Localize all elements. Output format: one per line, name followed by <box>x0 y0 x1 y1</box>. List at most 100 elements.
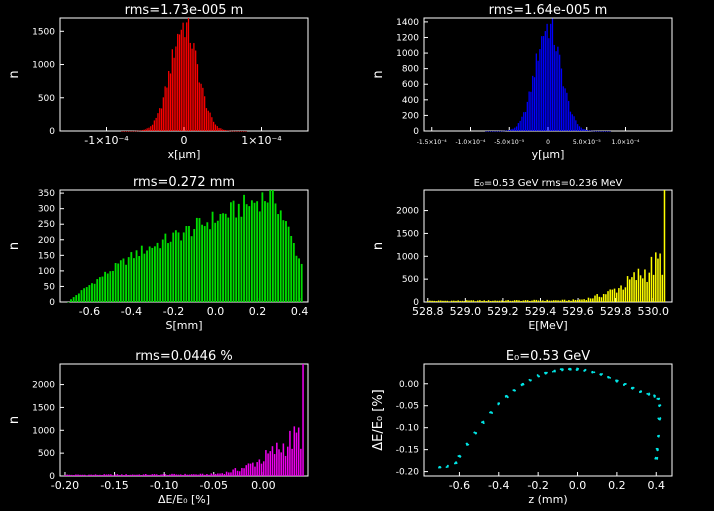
histogram-bar <box>544 31 546 131</box>
scatter-point <box>445 466 448 469</box>
scatter-point <box>473 431 476 434</box>
histogram-bar <box>250 200 253 302</box>
histogram-bar <box>182 232 185 302</box>
histogram-bar <box>214 124 217 131</box>
y-tick-label: 1000 <box>396 252 419 262</box>
histogram-bar <box>548 38 550 131</box>
histogram-bar <box>213 121 215 131</box>
histogram-bar <box>297 427 300 476</box>
histogram-bar <box>64 475 66 476</box>
x-tick-label: 0.00 <box>251 479 276 492</box>
histogram-bar <box>162 97 164 131</box>
histogram-bar <box>211 211 214 302</box>
histogram-bar <box>659 253 661 302</box>
scatter-point <box>536 374 539 377</box>
histogram-bar <box>580 127 582 131</box>
histogram-bar <box>586 130 588 131</box>
histogram-bar <box>148 246 151 302</box>
histogram-bar <box>650 256 653 302</box>
histogram-bar <box>232 130 235 132</box>
histogram-bar <box>161 239 164 302</box>
histogram-bar <box>110 474 112 476</box>
histogram-bar <box>490 130 493 132</box>
histogram-bar <box>600 297 603 302</box>
histogram-bar <box>99 474 101 476</box>
histogram-bar <box>230 472 232 476</box>
histogram-bar <box>472 300 475 302</box>
scatter-point <box>583 370 586 372</box>
histogram-bar <box>457 300 459 302</box>
histogram-bar <box>157 113 159 131</box>
chart-title: rms=1.64e-005 m <box>489 3 608 18</box>
histogram-bar <box>603 130 606 132</box>
histogram-bar <box>96 474 99 476</box>
histogram-bar <box>86 475 88 476</box>
histogram-bar <box>487 300 490 302</box>
histogram-bar <box>648 272 651 302</box>
histogram-bar <box>566 92 568 131</box>
x-tick-label: -0.2 <box>527 479 548 492</box>
histogram-bar <box>70 474 73 476</box>
histogram-bar <box>426 301 429 302</box>
histogram-bar <box>171 473 173 476</box>
x-tick-label: 528.8 <box>412 305 444 318</box>
x-tick-label: 0.0 <box>569 479 587 492</box>
scatter-point <box>439 466 442 469</box>
histogram-bar <box>508 129 510 131</box>
histogram-bar <box>68 474 71 476</box>
histogram-bar <box>437 300 440 302</box>
histogram-bar <box>498 300 501 302</box>
histogram-bar <box>280 452 282 476</box>
histogram-bar <box>448 301 451 302</box>
scatter-point <box>654 457 657 460</box>
histogram-bar <box>168 70 170 131</box>
histogram-bar <box>119 260 122 302</box>
histogram-bar <box>139 130 141 132</box>
histogram-bar <box>196 64 199 131</box>
histogram-bar <box>253 202 256 302</box>
x-tick-label: -0.2 <box>163 305 184 318</box>
histogram-bar <box>663 190 666 302</box>
scatter-point <box>489 411 491 414</box>
histogram-bar <box>483 300 485 302</box>
histogram-bar <box>287 226 290 302</box>
histogram-bar <box>474 301 477 302</box>
plot-frame <box>59 17 309 132</box>
histogram-bar <box>282 443 285 476</box>
histogram-bar <box>155 474 158 476</box>
scatter-point <box>648 392 651 395</box>
histogram-bar <box>153 246 156 302</box>
y-axis-label: n <box>371 242 386 250</box>
histogram-bar <box>75 474 77 476</box>
histogram-bar <box>201 224 204 302</box>
histogram-bar <box>243 130 245 132</box>
histogram-bar <box>535 53 537 131</box>
histogram-bar <box>129 474 132 476</box>
histogram-bar <box>521 116 523 131</box>
x-axis-label: E[MeV] <box>528 319 567 332</box>
histogram-bar <box>487 130 489 132</box>
histogram-bar <box>568 100 570 131</box>
histogram-bar <box>596 130 599 132</box>
histogram-bar <box>592 298 594 302</box>
scatter-point <box>474 432 477 435</box>
histogram-bar <box>289 430 291 476</box>
histogram-bar <box>190 474 193 476</box>
histogram-bar <box>243 194 245 302</box>
x-tick-label: 0 <box>181 134 188 147</box>
chart-title: rms=1.73e-005 m <box>125 3 244 18</box>
histogram-bar <box>151 247 154 302</box>
y-tick-label: 1000 <box>32 61 55 71</box>
histogram-bar <box>219 213 222 302</box>
histogram-bar <box>633 272 635 302</box>
histogram-bar <box>565 300 568 302</box>
scatter-point <box>591 371 594 373</box>
histogram-bar <box>292 242 295 302</box>
histogram-bar <box>153 120 155 131</box>
histogram-bar <box>622 289 624 302</box>
histogram-bar <box>204 96 206 131</box>
scatter-point <box>497 402 500 405</box>
histogram-bar <box>533 299 535 302</box>
histogram-bar <box>589 298 592 302</box>
histogram-bar <box>151 124 154 131</box>
